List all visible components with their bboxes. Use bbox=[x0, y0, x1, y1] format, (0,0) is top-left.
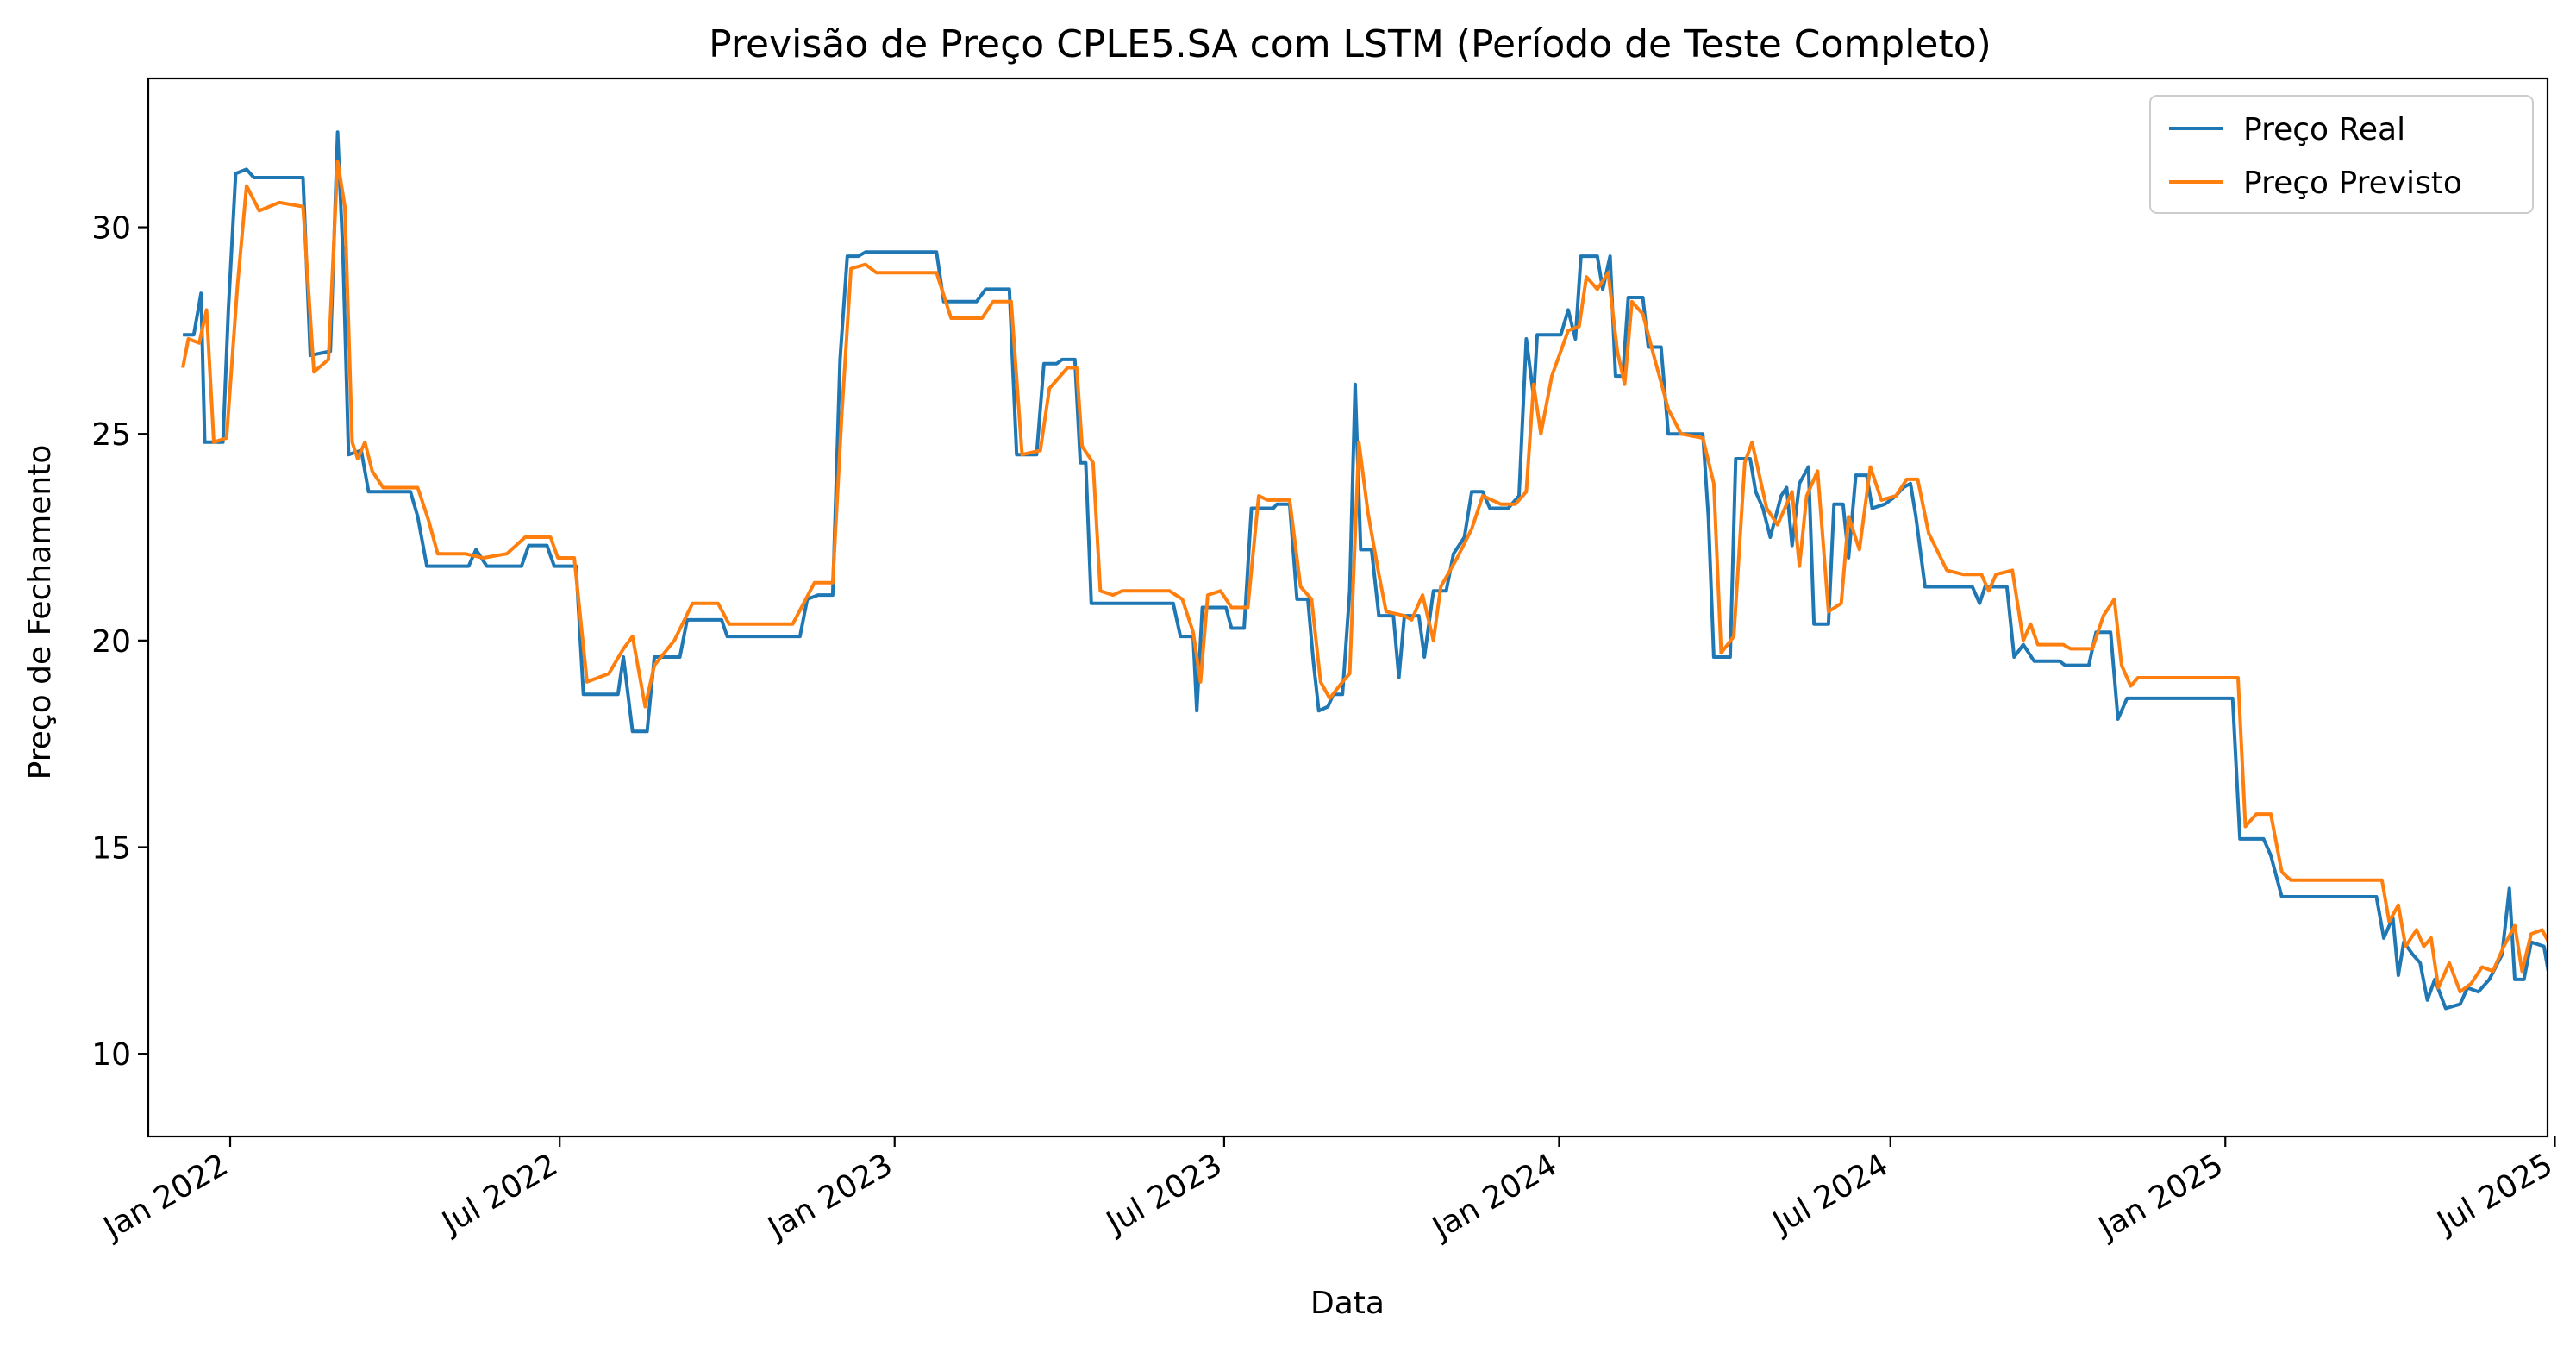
legend-label: Preço Previsto bbox=[2243, 166, 2462, 201]
series-line-previsto bbox=[181, 159, 2548, 994]
x-axis-label: Data bbox=[1310, 1286, 1385, 1321]
legend-label: Preço Real bbox=[2243, 112, 2405, 147]
x-tick-label: Jan 2025 bbox=[2091, 1147, 2229, 1247]
x-tick-label: Jan 2023 bbox=[761, 1147, 899, 1247]
plot-frame bbox=[147, 77, 2549, 1138]
legend-box bbox=[2149, 95, 2534, 214]
plot-area bbox=[181, 130, 2548, 1011]
y-axis-label: Preço de Fechamento bbox=[22, 445, 58, 780]
axes: 10 15 20 25 30 Jan 2022 Jul 2022 Jan 2023 Jul 20… bbox=[91, 77, 2559, 1247]
x-tick-label: Jul 2025 bbox=[2430, 1147, 2559, 1242]
series-line-real bbox=[183, 130, 2548, 1011]
y-tick-label: 15 bbox=[91, 830, 131, 866]
legend: Preço Real Preço Previsto bbox=[2149, 95, 2534, 214]
x-tick-label: Jul 2022 bbox=[435, 1147, 564, 1242]
x-tick-label: Jan 2022 bbox=[97, 1147, 234, 1247]
x-tick-label: Jan 2024 bbox=[1425, 1147, 1563, 1247]
y-tick-label: 10 bbox=[91, 1037, 131, 1073]
y-tick-label: 25 bbox=[91, 417, 131, 453]
x-tick-label: Jul 2024 bbox=[1766, 1147, 1894, 1242]
y-tick-label: 30 bbox=[91, 211, 131, 247]
x-tick-label: Jul 2023 bbox=[1099, 1147, 1228, 1242]
y-tick-label: 20 bbox=[91, 624, 131, 660]
chart-title: Previsão de Preço CPLE5.SA com LSTM (Per… bbox=[709, 22, 1991, 66]
